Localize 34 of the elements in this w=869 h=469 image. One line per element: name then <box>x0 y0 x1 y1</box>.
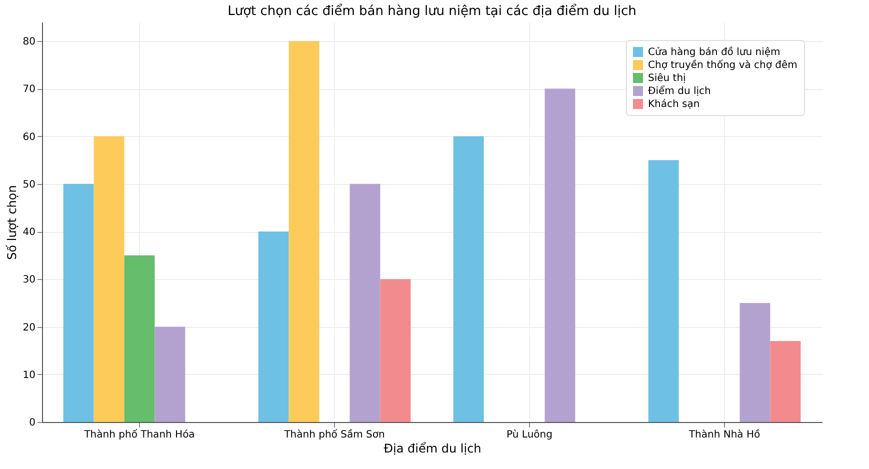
legend-label: Chợ truyền thống và chợ đêm <box>648 59 798 71</box>
bar <box>63 184 94 422</box>
chart-title: Lượt chọn các điểm bán hàng lưu niệm tại các địa điểm du lịch <box>228 3 636 19</box>
bar <box>154 326 186 422</box>
y-tick-label: 50 <box>22 179 36 190</box>
y-tick-label: 20 <box>22 322 36 334</box>
x-axis-title: Địa điểm du lịch <box>384 442 482 456</box>
legend-label: Khách sạn <box>648 99 700 110</box>
bar <box>648 160 679 422</box>
bar <box>380 279 411 422</box>
legend-label: Cửa hàng bán đồ lưu niệm <box>648 46 780 58</box>
y-tick-label: 30 <box>22 274 36 286</box>
y-tick-label: 60 <box>22 132 36 143</box>
legend-label: Siêu thị <box>648 73 686 84</box>
x-tick-label: Thành phố Thanh Hóa <box>83 428 195 440</box>
y-tick-label: 80 <box>22 36 36 48</box>
bar <box>740 302 770 422</box>
y-tick-label: 10 <box>22 370 36 381</box>
bar <box>288 41 320 422</box>
legend-label: Điểm du lịch <box>648 85 711 97</box>
x-tick-label: Thành Nhà Hồ <box>688 428 760 440</box>
bar <box>453 136 484 422</box>
y-tick-label: 70 <box>22 84 36 96</box>
bar <box>94 136 124 422</box>
bar <box>124 255 155 422</box>
y-tick-label: 0 <box>29 418 36 428</box>
y-axis-title: Số lượt chọn <box>4 185 19 260</box>
bar <box>258 232 289 422</box>
x-tick-label: Thành phố Sầm Sơn <box>283 428 385 440</box>
bar <box>350 184 380 422</box>
x-tick-label: Pù Luông <box>506 430 552 440</box>
bar <box>544 88 576 422</box>
bar <box>770 341 801 422</box>
y-tick-label: 40 <box>22 227 36 238</box>
